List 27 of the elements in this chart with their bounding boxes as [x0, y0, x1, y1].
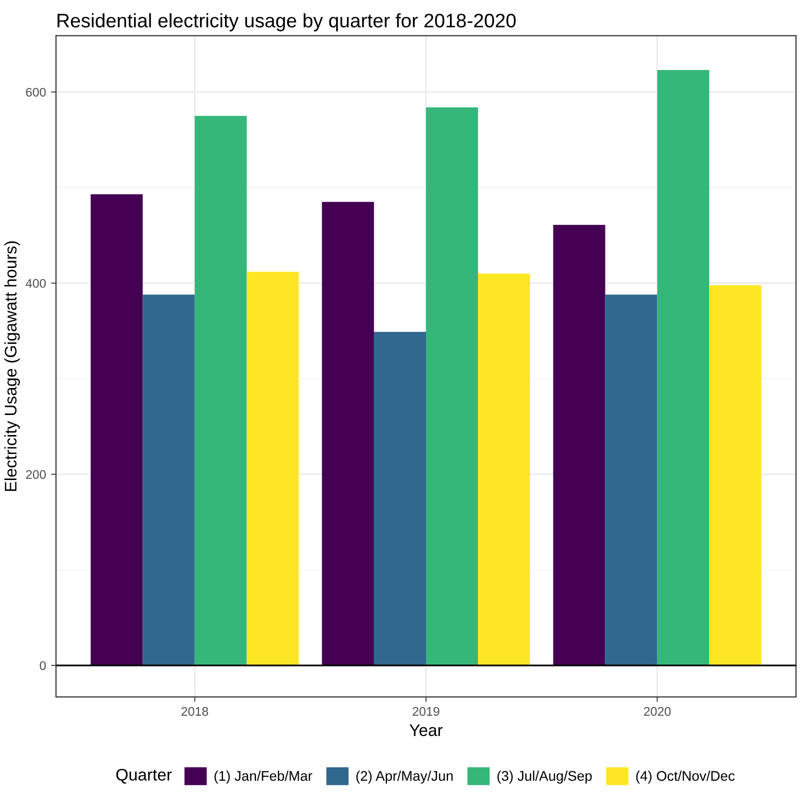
- bar: [426, 107, 478, 666]
- legend-label: (2) Apr/May/Jun: [356, 770, 453, 784]
- bar: [709, 285, 762, 666]
- bar: [246, 272, 299, 666]
- y-axis-title: Electricity Usage (Gigawatt hours): [4, 241, 20, 491]
- bar: [142, 294, 195, 666]
- x-tick-label: 2018: [181, 707, 208, 716]
- y-tick-label: 200: [26, 470, 46, 479]
- bar: [374, 332, 426, 666]
- bar: [478, 274, 530, 666]
- x-tick-label: 2019: [412, 707, 440, 716]
- bar: [90, 194, 143, 666]
- bar: [194, 116, 247, 666]
- bar: [553, 224, 606, 666]
- y-tick-label: 600: [26, 88, 46, 97]
- bar: [322, 202, 374, 666]
- x-tick-label: 2020: [644, 707, 671, 716]
- bar: [605, 294, 658, 666]
- legend-label: (3) Jul/Aug/Sep: [497, 770, 592, 784]
- x-axis-title: Year: [410, 724, 443, 736]
- chart-title: Residential electricity usage by quarter for 2018-2020: [58, 13, 516, 32]
- y-tick-label: 0: [40, 661, 46, 670]
- bar: [657, 70, 710, 666]
- y-tick-label: 400: [26, 278, 46, 288]
- legend-label: (1) Jan/Feb/Mar: [214, 770, 312, 784]
- legend-label: (4) Oct/Nov/Dec: [636, 770, 735, 784]
- legend-title: Quarter: [116, 768, 172, 784]
